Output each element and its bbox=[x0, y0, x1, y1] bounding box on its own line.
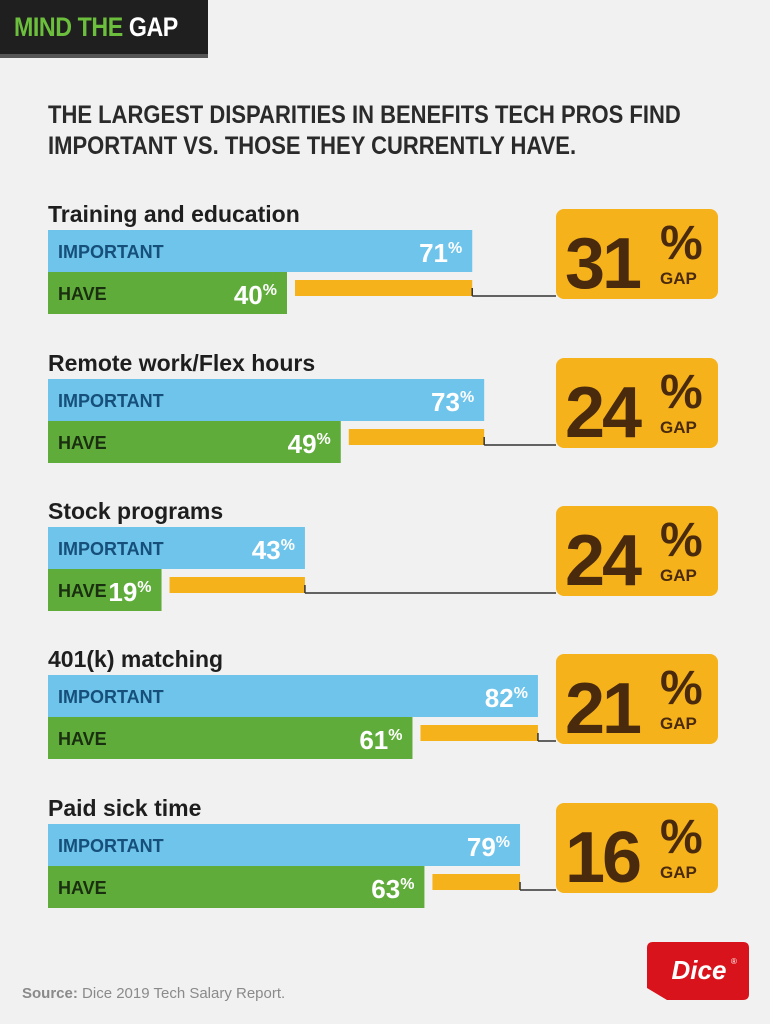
gap-box bbox=[556, 358, 718, 448]
have-bar-label: HAVE bbox=[58, 284, 107, 304]
gap-box bbox=[556, 654, 718, 744]
have-bar-label: HAVE bbox=[58, 433, 107, 453]
source-note: Source: Dice 2019 Tech Salary Report. bbox=[22, 985, 285, 1002]
important-value: 82% bbox=[485, 683, 528, 713]
tab-title: MIND THE GAP bbox=[14, 12, 178, 43]
have-value: 49% bbox=[288, 429, 331, 459]
gap-percent-sign: % bbox=[660, 217, 703, 270]
important-bar-label: IMPORTANT bbox=[58, 539, 164, 559]
important-bar bbox=[48, 230, 473, 272]
gap-value: 31 bbox=[565, 224, 641, 304]
gap-label: GAP bbox=[660, 418, 697, 437]
gap-connector bbox=[169, 577, 305, 593]
important-value: 71% bbox=[419, 238, 462, 268]
have-bar bbox=[48, 421, 341, 463]
important-bar bbox=[48, 527, 305, 569]
important-bar bbox=[48, 675, 538, 717]
important-bar-label: IMPORTANT bbox=[58, 391, 164, 411]
gap-percent-sign: % bbox=[660, 811, 703, 864]
headline-line-1: THE LARGEST DISPARITIES IN BENEFITS TECH… bbox=[48, 101, 681, 129]
dice-logo: Dice ® bbox=[647, 942, 749, 1000]
category-label: Remote work/Flex hours bbox=[48, 350, 315, 376]
gap-connector bbox=[420, 725, 538, 741]
logo-text: Dice bbox=[672, 955, 727, 985]
gap-label: GAP bbox=[660, 566, 697, 585]
gap-box bbox=[556, 209, 718, 299]
gap-label: GAP bbox=[660, 863, 697, 882]
have-bar-label: HAVE bbox=[58, 729, 107, 749]
gap-connector bbox=[295, 280, 473, 296]
gap-value: 16 bbox=[565, 818, 640, 898]
important-bar-label: IMPORTANT bbox=[58, 242, 164, 262]
source-text: Dice 2019 Tech Salary Report. bbox=[82, 985, 286, 1002]
gap-value: 24 bbox=[565, 521, 642, 601]
have-value: 40% bbox=[234, 280, 277, 310]
gap-value: 21 bbox=[565, 669, 641, 749]
have-bar-label: HAVE bbox=[58, 581, 107, 601]
logo-registered-mark: ® bbox=[731, 957, 737, 966]
gap-percent-sign: % bbox=[660, 662, 703, 715]
gap-box bbox=[556, 803, 718, 893]
category-label: 401(k) matching bbox=[48, 646, 223, 672]
important-bar-label: IMPORTANT bbox=[58, 687, 164, 707]
have-bar bbox=[48, 866, 425, 908]
gap-connector bbox=[348, 429, 485, 445]
gap-label: GAP bbox=[660, 269, 697, 288]
category-label: Paid sick time bbox=[48, 795, 201, 821]
gap-value: 24 bbox=[565, 373, 642, 453]
gap-box bbox=[556, 506, 718, 596]
have-value: 19% bbox=[108, 577, 151, 607]
have-bar bbox=[48, 272, 287, 314]
have-bar bbox=[48, 569, 162, 611]
tab-title-word2: GAP bbox=[128, 12, 178, 42]
important-value: 73% bbox=[431, 387, 474, 417]
chart-headline: THE LARGEST DISPARITIES IN BENEFITS TECH… bbox=[48, 100, 681, 162]
gap-connector bbox=[432, 874, 521, 890]
gap-percent-sign: % bbox=[660, 514, 703, 567]
have-value: 63% bbox=[371, 874, 414, 904]
have-value: 61% bbox=[359, 725, 402, 755]
important-bar-label: IMPORTANT bbox=[58, 836, 164, 856]
important-value: 79% bbox=[467, 832, 510, 862]
tab-title-word1: MIND THE bbox=[14, 12, 123, 42]
source-label: Source: bbox=[22, 985, 78, 1002]
gap-percent-sign: % bbox=[660, 366, 703, 419]
category-label: Training and education bbox=[48, 201, 300, 227]
category-label: Stock programs bbox=[48, 498, 223, 524]
important-bar bbox=[48, 824, 521, 866]
have-bar bbox=[48, 717, 413, 759]
have-bar-label: HAVE bbox=[58, 878, 107, 898]
headline-line-2: IMPORTANT VS. THOSE THEY CURRENTLY HAVE. bbox=[48, 132, 577, 160]
gap-label: GAP bbox=[660, 714, 697, 733]
header-tab: MIND THE GAP bbox=[0, 0, 208, 58]
important-bar bbox=[48, 379, 485, 421]
important-value: 43% bbox=[252, 535, 295, 565]
